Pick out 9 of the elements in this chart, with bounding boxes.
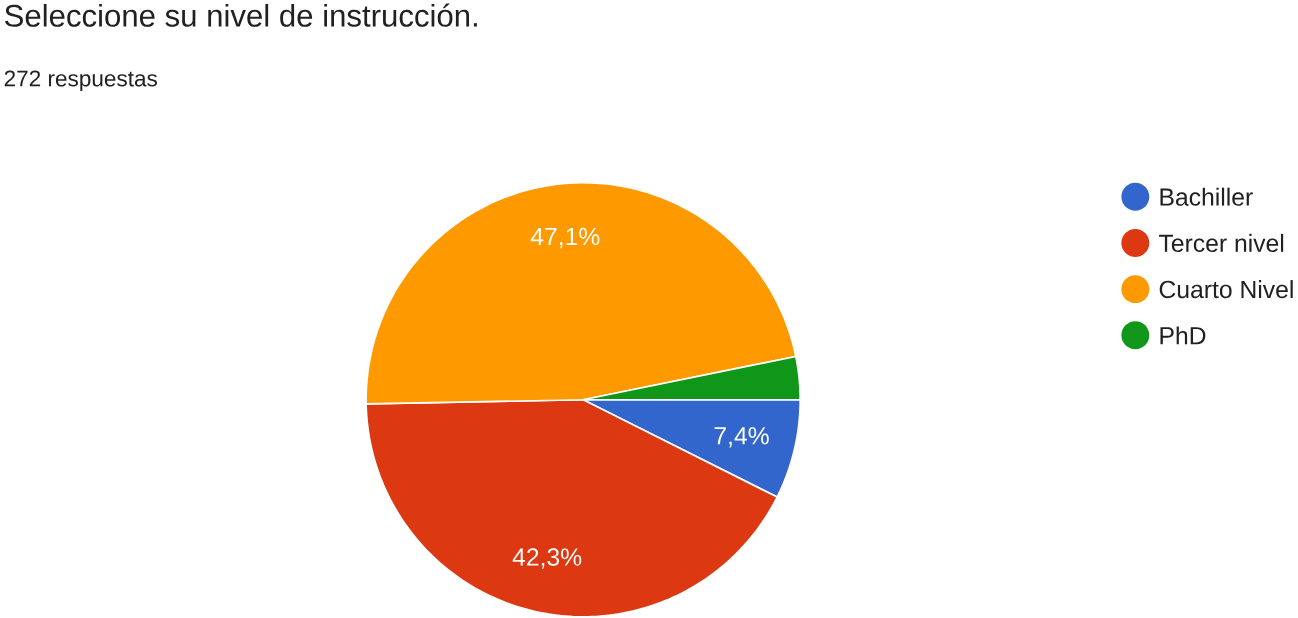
legend-label: PhD <box>1160 326 1206 345</box>
legend-label: Tercer nivel <box>1159 234 1284 253</box>
data-label: 47,1% <box>530 228 600 249</box>
data-label: 42,3% <box>512 548 582 569</box>
chart-title: Seleccione su nivel de instrucción. <box>5 3 477 27</box>
legend-label: Cuarto Nivel <box>1159 280 1293 299</box>
legend-label: Bachiller <box>1160 187 1253 206</box>
data-label: 7,4% <box>714 427 769 448</box>
text: 272 respuestas <box>4 70 157 92</box>
